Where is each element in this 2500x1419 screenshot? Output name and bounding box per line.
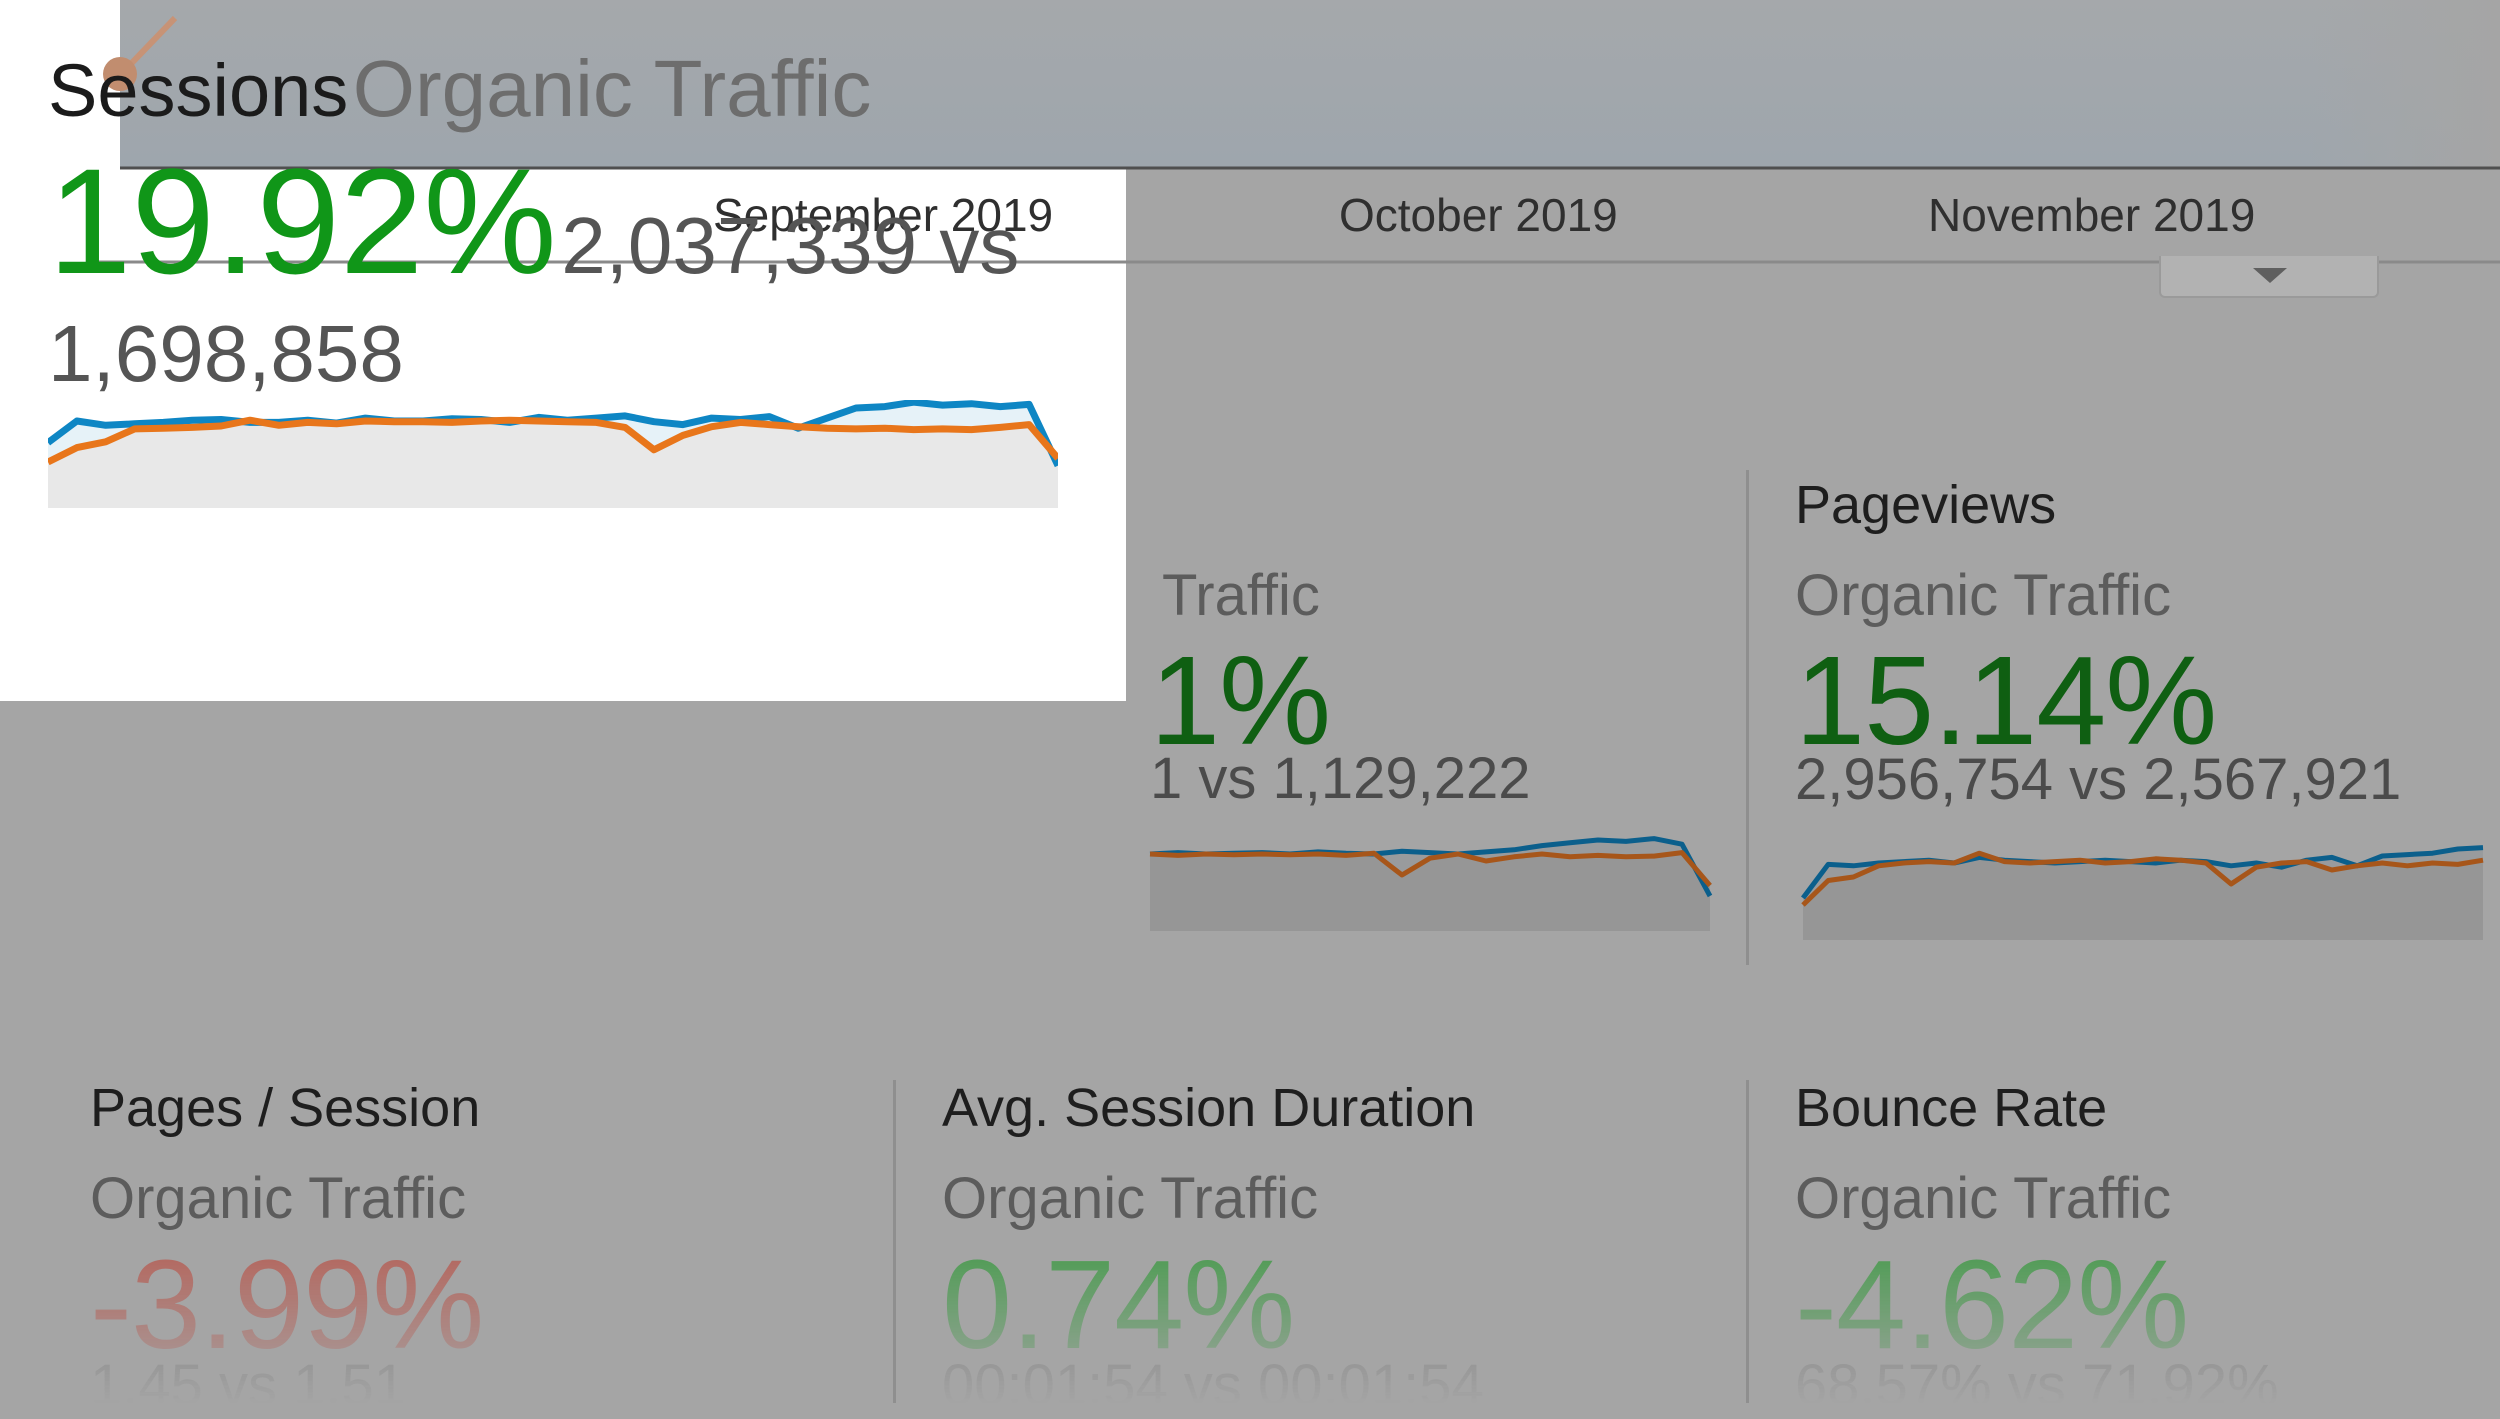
metric-card-sessions[interactable]: Sessions Organic Traffic 19.92% 2,037,33… [0,0,1126,701]
caret-down-icon [2253,268,2287,283]
metric-change: -3.99% [90,1234,484,1375]
metric-change: 15.14% [1795,630,2217,771]
timeline-plot [95,0,2500,264]
sparkline-sessions [45,398,1062,508]
column-divider [1746,1080,1749,1403]
sparkline-series-previous [1149,850,1712,888]
sparkline-area-previous [48,420,1058,508]
metric-compare: 1 vs 1,129,222 [1150,746,1531,811]
metric-change: 1% [1150,630,1331,771]
sparkline-area-previous [1803,853,2483,940]
sparkline-users [1149,836,1713,931]
metric-title: Pageviews [1795,475,2057,535]
timeline-series-line [122,15,178,73]
metric-compare: 2,956,754 vs 2,567,921 [1795,747,2402,812]
sparkline-pageviews [1801,845,2484,940]
metric-card-pages-per-session[interactable]: Pages / Session Organic Traffic -3.99% 1… [90,1077,870,1418]
metric-segment: Traffic [1162,563,1320,628]
metric-title: Pages / Session [90,1078,481,1138]
metric-segment: Organic Traffic [942,1166,1319,1231]
metric-card-pageviews[interactable]: Pageviews Organic Traffic 15.14% 2,956,7… [1795,474,2500,964]
month-label: October 2019 [1339,189,1618,241]
metric-title: Bounce Rate [1795,1078,2108,1138]
metric-card-avg-session-duration[interactable]: Avg. Session Duration Organic Traffic 0.… [942,1077,1732,1418]
metric-segment: Organic Traffic [90,1166,467,1231]
column-divider [893,1080,896,1403]
metric-change: 19.92% [48,137,557,305]
chart-toggle-button[interactable] [2159,256,2379,298]
metric-compare: 2,037,339 vs 1,698,858 [48,201,1020,398]
metric-card-bounce-rate[interactable]: Bounce Rate Organic Traffic -4.62% 68.57… [1795,1077,2500,1418]
metric-segment: Organic Traffic [352,44,872,133]
metric-title: Sessions [48,49,349,132]
column-divider [1746,470,1749,965]
metric-title: Avg. Session Duration [942,1078,1476,1138]
metric-change: 0.74% [942,1234,1295,1375]
metric-card-users[interactable]: Traffic 1% 1 vs 1,129,222 [1000,540,1740,980]
timeline-chart: September 2019 October 2019 November 201… [0,0,2500,300]
sparkline-series-previous [46,416,1061,466]
month-label: November 2019 [1928,189,2256,241]
sparkline-series-previous [1801,850,2484,907]
metric-change: -4.62% [1795,1234,2189,1375]
metric-compare: 1.45 vs 1.51 [90,1353,406,1418]
metric-compare: 00:01:54 vs 00:01:54 [942,1353,1484,1418]
metric-segment: Organic Traffic [1795,563,2172,628]
metric-compare: 68.57% vs 71.92% [1795,1353,2279,1418]
month-label: September 2019 [713,189,1054,241]
sparkline-area-previous [1150,852,1710,931]
timeline-point-marker[interactable] [103,57,137,91]
metric-segment: Organic Traffic [1795,1166,2172,1231]
